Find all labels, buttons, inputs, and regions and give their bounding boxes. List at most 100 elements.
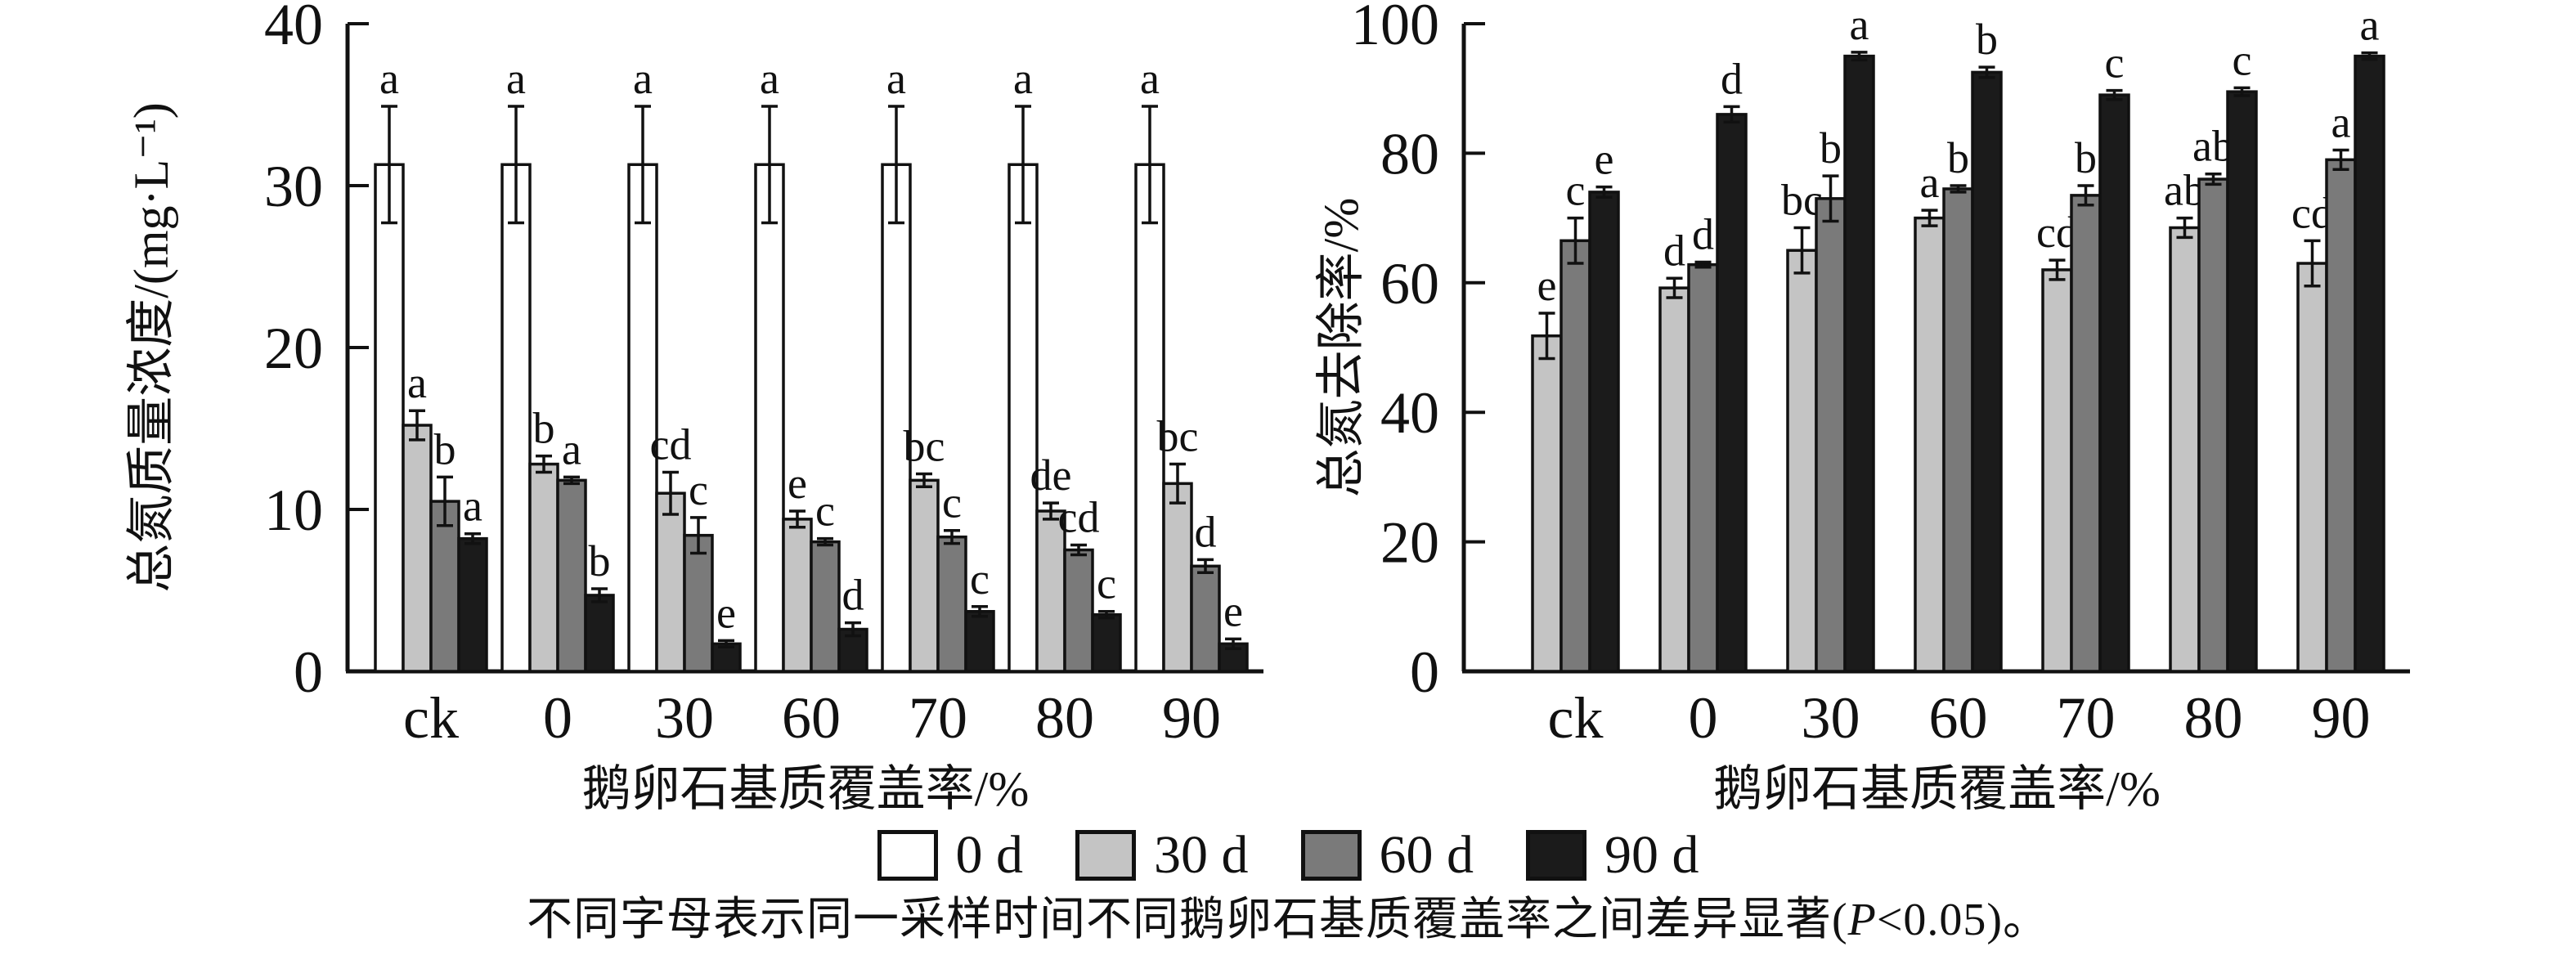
bar-0d-30 — [627, 163, 658, 673]
x-axis-title: 鹅卵石基质覆盖率/% — [1713, 762, 2161, 816]
bar-30d-70 — [909, 478, 940, 673]
sig-letter: d — [1721, 54, 1743, 103]
bar-90d-0 — [1716, 113, 1748, 673]
y-tick-label: 0 — [294, 639, 323, 705]
y-axis-title: 总氮质量浓度/(mg·L⁻¹) — [124, 102, 178, 593]
sig-letter: a — [1140, 54, 1160, 103]
legend-label: 30 d — [1154, 825, 1249, 885]
y-tick-label: 60 — [1380, 251, 1439, 316]
figure-caption: 不同字母表示同一采样时间不同鹅卵石基质覆盖率之间差异显著(P<0.05)。 — [527, 893, 2049, 948]
y-tick-label: 0 — [1410, 639, 1439, 705]
bar-30d-ck — [402, 424, 433, 673]
sig-letter: d — [1692, 209, 1714, 258]
legend-item-60d: 60 d — [1300, 825, 1474, 885]
legend-label: 60 d — [1379, 825, 1474, 885]
bar-30d-30 — [1786, 249, 1818, 673]
sig-letter: d — [1195, 507, 1217, 556]
legend-label: 90 d — [1604, 825, 1699, 885]
bar-30d-90 — [1162, 482, 1193, 673]
x-tick-label: 70 — [909, 685, 967, 751]
sig-letter: b — [1947, 133, 1969, 182]
sig-letter: c — [2233, 35, 2252, 84]
legend-item-30d: 30 d — [1075, 828, 1249, 882]
tn-concentration-chart-box: 0 10 20 30 40 总氮质量浓度/(mg·L⁻¹) 鹅卵石基质覆盖率/% ck a a b a… — [0, 0, 1288, 818]
bar-60d-ck — [429, 500, 460, 673]
sig-letter: a — [1920, 158, 1940, 207]
bar-60d-80 — [2197, 177, 2229, 673]
sig-letter: a — [1013, 54, 1033, 103]
sig-letter: b — [2075, 133, 2097, 182]
sig-letter: c — [2105, 38, 2125, 87]
sig-letter: a — [2360, 1, 2380, 50]
bar-60d-60 — [1942, 187, 1974, 673]
bar-60d-70 — [936, 535, 967, 673]
bar-30d-80 — [1035, 509, 1066, 673]
sig-letter: c — [942, 478, 962, 527]
tn-concentration-chart: 010203040总氮质量浓度/(mg·L⁻¹)鹅卵石基质覆盖率/%ckaaba… — [124, 0, 1263, 816]
sig-letter: a — [379, 54, 399, 103]
sig-letter: a — [407, 358, 427, 407]
x-tick-label: 70 — [2057, 685, 2116, 751]
sig-letter: a — [633, 54, 653, 103]
x-tick-label: 0 — [1689, 685, 1718, 751]
x-tick-label: 80 — [1035, 685, 1094, 751]
sig-letter: e — [788, 459, 807, 508]
bar-30d-70 — [2041, 268, 2073, 673]
sig-letter: a — [562, 424, 581, 473]
bar-60d-80 — [1063, 548, 1094, 673]
bar-0d-80 — [1008, 163, 1039, 673]
bar-0d-60 — [754, 163, 785, 673]
sig-letter: a — [2331, 97, 2351, 146]
sig-letter: a — [506, 54, 526, 103]
bar-60d-ck — [1560, 239, 1591, 673]
y-tick-label: 40 — [1380, 380, 1439, 446]
legend-swatch-30d — [1075, 830, 1136, 881]
caption-text-before: 不同字母表示同一采样时间不同鹅卵石基质覆盖率之间差异显著( — [526, 895, 1848, 945]
bar-90d-80 — [2226, 90, 2258, 673]
sig-letter: a — [760, 54, 779, 103]
bar-90d-80 — [1091, 612, 1122, 673]
sig-letter: c — [689, 465, 708, 514]
bar-30d-30 — [655, 491, 686, 673]
bar-60d-60 — [810, 540, 841, 673]
sig-letter: e — [1595, 135, 1614, 184]
caption-text-after: <0.05)。 — [1876, 895, 2050, 945]
bar-30d-90 — [2296, 262, 2328, 673]
bar-60d-70 — [2070, 194, 2102, 673]
bar-90d-30 — [1843, 54, 1875, 673]
bar-60d-0 — [556, 478, 587, 673]
bar-30d-60 — [782, 518, 813, 673]
sig-letter: e — [1223, 586, 1243, 635]
y-tick-label: 10 — [264, 478, 323, 543]
bar-60d-30 — [1815, 197, 1847, 673]
sig-letter: c — [1097, 559, 1116, 608]
bar-30d-60 — [1914, 216, 1945, 673]
sig-letter: b — [1820, 123, 1842, 173]
caption-p-symbol: P — [1847, 895, 1877, 945]
y-tick-label: 100 — [1351, 0, 1439, 57]
legend-swatch-90d — [1526, 830, 1586, 881]
sig-letter: cd — [650, 419, 692, 469]
bar-30d-ck — [1531, 334, 1563, 673]
bar-60d-90 — [1190, 564, 1221, 673]
x-tick-label: ck — [403, 685, 459, 751]
x-tick-label: 30 — [655, 685, 714, 751]
sig-letter: de — [1030, 451, 1072, 500]
legend-item-0d: 0 d — [877, 828, 1023, 882]
caption-row: 不同字母表示同一采样时间不同鹅卵石基质覆盖率之间差异显著(P<0.05)。 — [0, 893, 2576, 960]
bar-90d-ck — [1588, 191, 1620, 673]
sig-letter: c — [815, 487, 835, 536]
sig-letter: e — [716, 588, 736, 637]
sig-letter: b — [434, 424, 456, 473]
charts-row: 0 10 20 30 40 总氮质量浓度/(mg·L⁻¹) 鹅卵石基质覆盖率/% ck a a b a… — [0, 0, 2410, 818]
bar-60d-0 — [1687, 262, 1719, 673]
y-axis-title: 总氮去除率/% — [1314, 198, 1368, 498]
y-tick-label: 20 — [1380, 510, 1439, 576]
sig-letter: c — [1566, 166, 1586, 215]
bar-90d-60 — [1971, 70, 2003, 673]
bar-60d-90 — [2325, 158, 2357, 673]
sig-letter: bc — [1157, 412, 1199, 461]
bar-60d-30 — [683, 533, 714, 673]
